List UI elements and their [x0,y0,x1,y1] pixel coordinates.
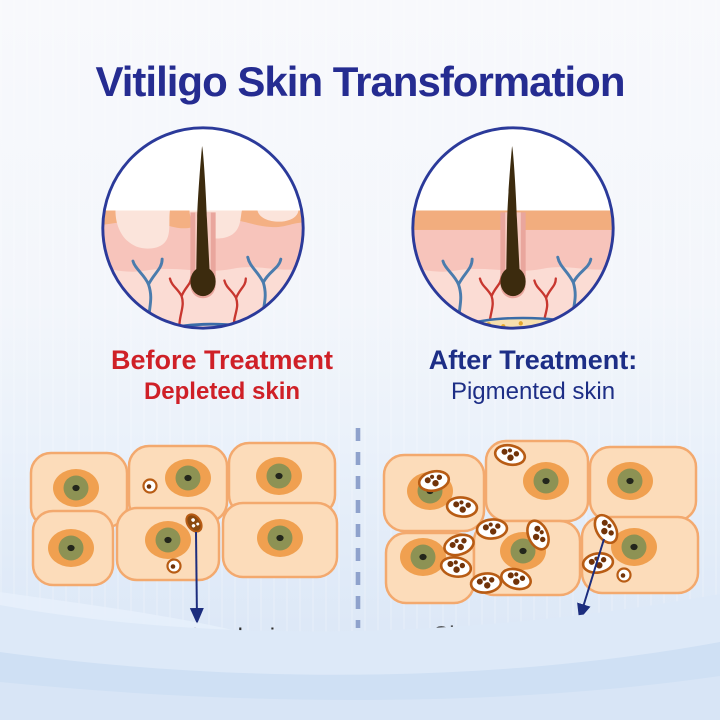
circle-border [411,126,615,330]
skin-cross-section-pigmented-svg [411,126,615,330]
after-treatment-label: After Treatment: Pigmented skin [368,344,698,406]
skin-cross-section-depigmented-svg [101,126,305,330]
before-cells-svg [29,441,339,624]
before-heading: Before Treatment [110,345,334,375]
hair-follicle [500,146,526,299]
dashed-divider [355,428,361,628]
hair-follicle [190,146,216,299]
background-waves [0,592,720,720]
before-annotation-arrow [189,531,204,624]
page-title: Vitiligo Skin Transformation [95,58,626,106]
before-cells-illustration [16,438,348,640]
after-heading: After Treatment: [428,345,638,375]
after-cells-svg [382,439,700,620]
after-skin-illustration [406,121,620,335]
before-skin-illustration [96,121,310,335]
after-annotation-arrow [577,538,605,620]
after-subheading: Pigmented skin [450,378,616,405]
before-treatment-label: Before Treatment Depleted skin [52,344,392,406]
circle-border [101,126,305,330]
after-cells-illustration [374,433,720,638]
before-subheading: Depleted skin [143,378,301,405]
